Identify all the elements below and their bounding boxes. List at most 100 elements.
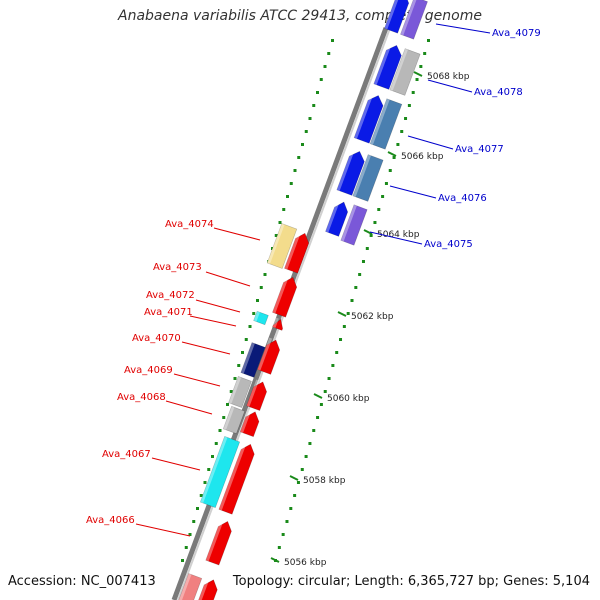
scale-tick-left (323, 65, 327, 68)
gene-label: Ava_4069 (124, 365, 173, 376)
gene-block-body (205, 520, 232, 566)
gene-block (400, 0, 428, 40)
gene-block-shade (197, 577, 210, 600)
scale-tick-left (222, 416, 226, 419)
gene-label: Ava_4067 (102, 449, 151, 460)
label-leader (427, 79, 473, 93)
scale-tick-left (214, 442, 218, 445)
scale-label: 5060 kbp (327, 394, 370, 404)
scale-tick-left (259, 286, 263, 289)
gene-block-shade (200, 436, 228, 504)
scale-tick-left (304, 130, 308, 133)
scale-tick (327, 377, 331, 380)
scale-tick (392, 156, 396, 159)
scale-tick-left (226, 403, 229, 406)
gene-block-body (199, 436, 241, 508)
scale-tick-left (229, 390, 233, 393)
gene-block (369, 98, 403, 150)
gene-block-shade (223, 406, 235, 430)
scale-tick (415, 78, 419, 81)
scale-tick-left (252, 312, 256, 315)
gene-block (177, 573, 203, 600)
scale-tick (350, 299, 354, 302)
scale-tick (373, 221, 377, 224)
gene-block-body (325, 201, 349, 237)
scale-tick (281, 533, 285, 536)
label-leader (151, 457, 201, 471)
gene-block (373, 42, 402, 90)
scale-tick-left (203, 481, 207, 484)
scale-tick-left (282, 208, 286, 211)
scale-tick-left (237, 364, 241, 367)
gene-block (272, 317, 283, 331)
label-leader (205, 271, 251, 287)
label-leader (189, 315, 237, 327)
scale-tick-left (308, 117, 312, 120)
topology-text: Topology: circular; Length: 6,365,727 bp… (232, 574, 590, 589)
scale-tick (354, 286, 358, 289)
scale-tick-left (289, 182, 293, 185)
gene-block (222, 405, 246, 435)
gene-block (253, 310, 269, 326)
gene-block-body (218, 443, 255, 515)
gene-block-body (369, 98, 403, 150)
scale-tick (323, 390, 327, 393)
gene-label: Ava_4068 (117, 392, 166, 403)
gene-block-shade (253, 311, 260, 322)
scale-label: 5066 kbp (401, 152, 444, 162)
gene-block-body (257, 339, 281, 375)
gene-block-shade (352, 154, 371, 197)
scale-major-tick (413, 71, 423, 77)
gene-block-body (228, 376, 252, 408)
scale-tick (396, 143, 400, 146)
gene-block (336, 148, 365, 196)
scale-label: 5064 kbp (377, 230, 420, 240)
gene-block (340, 204, 368, 246)
scale-tick-left (244, 338, 248, 341)
label-leader (181, 341, 231, 355)
scale-tick-left (271, 247, 274, 250)
scale-tick-left (181, 559, 184, 562)
scale-tick (384, 182, 388, 185)
gene-block-shade (340, 204, 357, 242)
scale-tick (304, 455, 308, 458)
gene-block-body (239, 411, 260, 438)
scale-tick-left (188, 533, 192, 536)
scale-tick (361, 260, 365, 263)
gene-label: Ava_4071 (144, 307, 193, 318)
gene-block-body (266, 223, 298, 269)
scale-tick (388, 169, 392, 172)
label-leader (165, 400, 213, 415)
gene-block-body (400, 0, 428, 40)
scale-tick-left (293, 169, 297, 172)
gene-block-shade (384, 0, 402, 30)
gene-label: Ava_4073 (153, 262, 202, 273)
scale-tick-left (196, 507, 199, 510)
scale-tick (319, 403, 323, 406)
gene-block-shade (246, 379, 260, 407)
gene-block-body (352, 154, 384, 202)
gene-label: Ava_4075 (424, 239, 473, 250)
scale-tick-left (331, 39, 334, 42)
scale-tick-left (319, 78, 323, 81)
scale-tick-left (184, 546, 188, 549)
scale-tick-left (241, 351, 244, 354)
gene-block-body (336, 150, 365, 196)
label-leader (407, 135, 454, 150)
gene-block-shade (218, 441, 247, 511)
gene-block (205, 518, 232, 566)
scale-tick (423, 52, 427, 55)
gene-block-shade (400, 0, 418, 36)
gene-block (228, 376, 252, 408)
scale-tick (407, 104, 411, 107)
scale-tick (377, 208, 381, 211)
gene-block (325, 199, 349, 237)
gene-block-shade (389, 48, 408, 91)
gene-block (240, 342, 266, 378)
scale-tick (277, 546, 281, 549)
gene-block-shade (178, 573, 192, 600)
scale-tick (339, 338, 343, 341)
scale-tick-left (316, 91, 319, 94)
gene-block-body (222, 405, 246, 435)
